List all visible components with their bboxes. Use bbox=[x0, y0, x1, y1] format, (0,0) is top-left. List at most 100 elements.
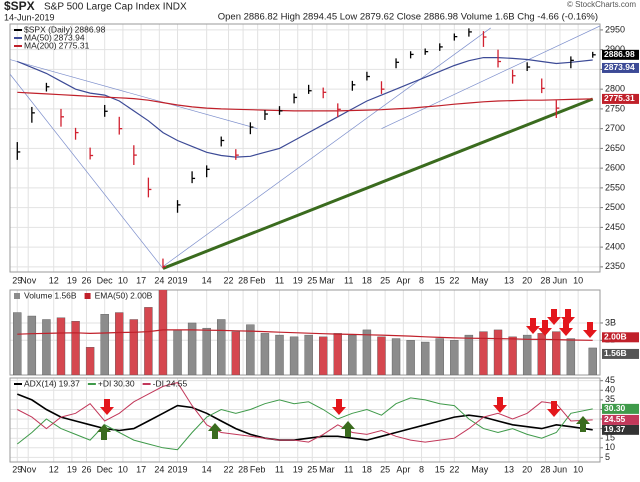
signal-arrow bbox=[576, 416, 590, 432]
x-tick-label: 28 bbox=[238, 464, 248, 474]
x-tick-label: Apr bbox=[396, 275, 410, 285]
x-tick-label: 12 bbox=[49, 275, 59, 285]
y-tick-label: 5 bbox=[605, 452, 610, 462]
plot-area bbox=[16, 382, 593, 451]
volume-bar bbox=[187, 322, 197, 375]
volume-bar bbox=[129, 319, 139, 375]
x-tick-label: 26 bbox=[81, 464, 91, 474]
x-tick-label: 22 bbox=[224, 275, 234, 285]
x-tick-label: 19 bbox=[67, 275, 77, 285]
x-tick-label: 24 bbox=[154, 275, 164, 285]
volume-bar bbox=[289, 336, 299, 375]
x-tick-label: 15 bbox=[435, 464, 445, 474]
x-tick-label: 8 bbox=[419, 464, 424, 474]
panel-frame bbox=[9, 377, 601, 463]
y-tick-label: 2550 bbox=[605, 182, 625, 192]
symbol-description: S&P 500 Large Cap Index INDX bbox=[44, 2, 187, 13]
volume-bar bbox=[479, 331, 488, 375]
y-tick-label: 2750 bbox=[605, 103, 625, 113]
x-tick-label: 10 bbox=[118, 275, 128, 285]
legend-label: MA(50) bbox=[24, 32, 52, 42]
credit: © StockCharts.com bbox=[567, 0, 636, 9]
x-tick-label: 29 bbox=[12, 275, 22, 285]
y-tick-label: 2800 bbox=[605, 84, 625, 94]
legend-value: 2873.94 bbox=[54, 32, 85, 42]
x-tick-label: 15 bbox=[435, 275, 445, 285]
volume-bar bbox=[566, 338, 576, 375]
legend-value: 19.37 bbox=[59, 378, 81, 388]
value-tag bbox=[602, 348, 639, 359]
x-tick-label: May bbox=[471, 464, 489, 474]
x-tick-label: 10 bbox=[573, 464, 583, 474]
volume-bar bbox=[231, 331, 241, 375]
x-tick-label: 8 bbox=[419, 275, 424, 285]
legend-label: EMA(50) bbox=[95, 290, 129, 300]
x-tick-label: 25 bbox=[380, 464, 390, 474]
volume-bar bbox=[42, 319, 51, 375]
x-tick-label: 11 bbox=[344, 275, 353, 285]
signal-arrow bbox=[208, 423, 222, 439]
x-tick-label: 2019 bbox=[168, 464, 188, 474]
value-tag bbox=[602, 332, 639, 343]
x-tick-label: Mar bbox=[319, 464, 335, 474]
volume-bar bbox=[319, 336, 328, 375]
volume-bar bbox=[464, 334, 474, 375]
legend-value: 1.56B bbox=[54, 290, 77, 300]
y-tick-label: 35 bbox=[605, 394, 615, 404]
signal-arrow bbox=[559, 320, 573, 336]
volume-bar bbox=[144, 307, 153, 375]
value-tag-label: 30.30 bbox=[604, 403, 626, 413]
signal-arrow bbox=[341, 421, 355, 437]
y-tick-label: 2900 bbox=[605, 44, 625, 54]
volume-bar bbox=[202, 327, 211, 375]
trend-line bbox=[10, 73, 164, 269]
series-line bbox=[17, 393, 593, 441]
x-tick-label: 17 bbox=[136, 464, 146, 474]
plot-area bbox=[10, 25, 600, 270]
x-tick-label: Apr bbox=[396, 464, 410, 474]
legend-value: 24.55 bbox=[166, 378, 188, 388]
value-tag bbox=[602, 49, 639, 60]
x-tick-label: Mar bbox=[319, 275, 335, 285]
x-tick-label: 19 bbox=[293, 464, 303, 474]
y-tick-label: 2950 bbox=[605, 24, 625, 34]
x-tick-label: Dec bbox=[97, 464, 114, 474]
y-tick-label: 2600 bbox=[605, 163, 625, 173]
series-line bbox=[17, 91, 593, 112]
legend-label: MA(200) bbox=[24, 40, 57, 50]
volume-signals bbox=[526, 309, 597, 338]
y-tick-label: 40 bbox=[605, 385, 615, 395]
legend-swatch bbox=[14, 293, 20, 299]
x-tick-label: 14 bbox=[202, 275, 212, 285]
y-tick-label: 2500 bbox=[605, 202, 625, 212]
x-tick-label: 25 bbox=[380, 275, 390, 285]
y-tick-label: 2650 bbox=[605, 143, 625, 153]
x-tick-label: 18 bbox=[362, 275, 372, 285]
legend-label: -DI bbox=[153, 378, 164, 388]
value-tag bbox=[602, 414, 639, 425]
trend-line bbox=[381, 25, 600, 129]
volume-bar bbox=[275, 334, 284, 375]
adx-signals bbox=[97, 397, 590, 440]
x-tick-label: 25 bbox=[307, 464, 317, 474]
value-tag bbox=[602, 62, 639, 73]
legend-value: 2.00B bbox=[130, 290, 153, 300]
x-tick-label: 11 bbox=[275, 275, 284, 285]
volume-bar bbox=[173, 329, 182, 375]
value-tag-label: 2886.98 bbox=[604, 49, 635, 59]
legend-swatch bbox=[84, 293, 91, 299]
series-line bbox=[16, 397, 593, 451]
x-tick-label: 29 bbox=[12, 464, 22, 474]
volume-bar bbox=[333, 333, 342, 375]
x-tick-label: 28 bbox=[238, 275, 248, 285]
x-tick-label: 10 bbox=[118, 464, 128, 474]
volume-bar bbox=[406, 340, 415, 375]
volume-bar bbox=[522, 334, 532, 375]
volume-bar bbox=[56, 317, 66, 375]
value-tag bbox=[602, 403, 639, 414]
value-tag-label: 2.00B bbox=[604, 332, 627, 342]
x-tick-label: 25 bbox=[307, 275, 317, 285]
